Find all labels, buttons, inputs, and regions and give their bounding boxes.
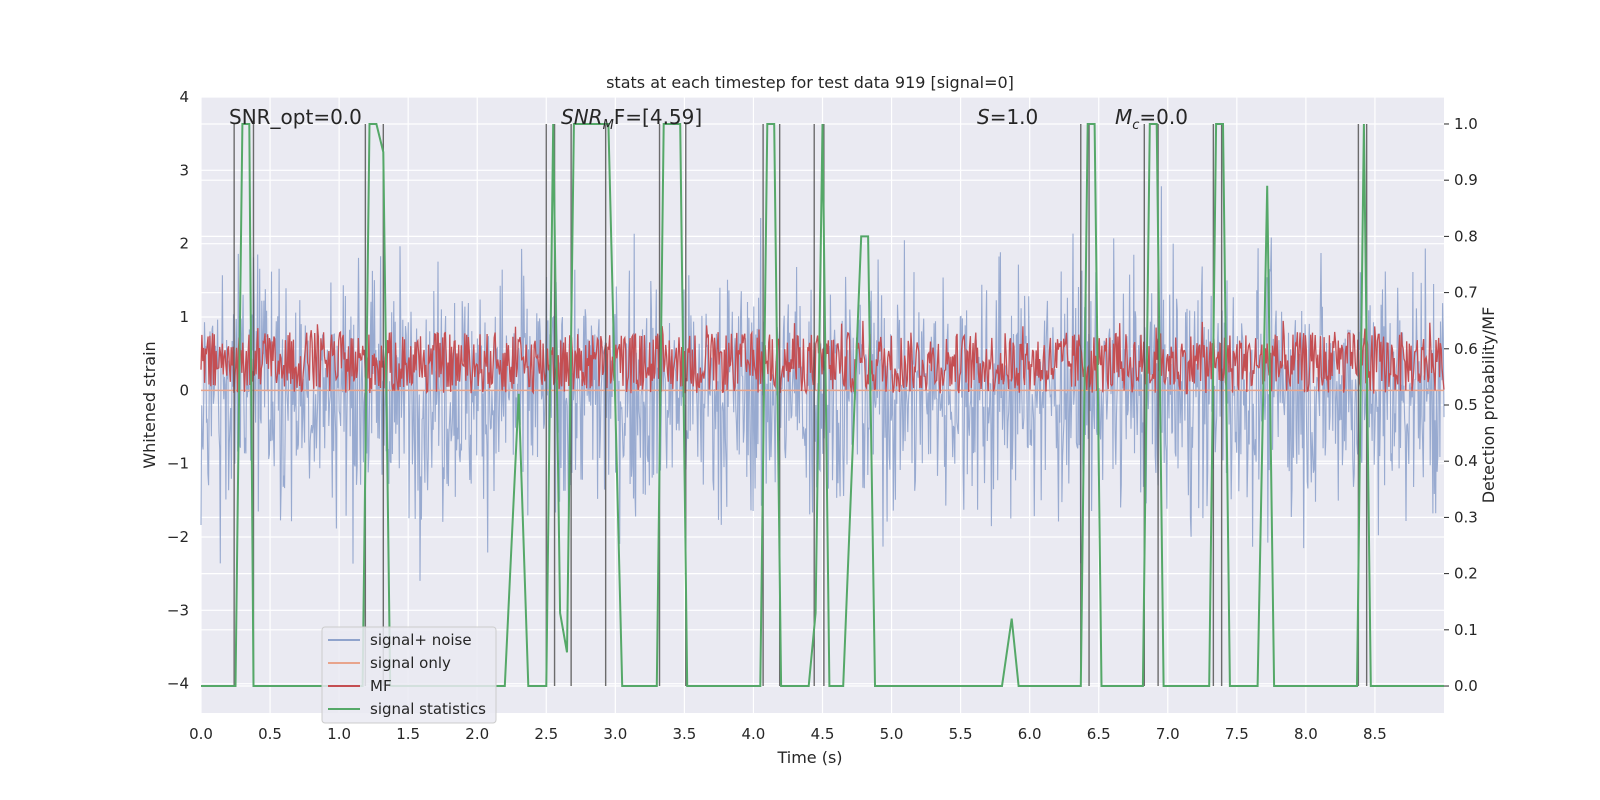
y-right-tick-label: 0.3 — [1454, 508, 1478, 526]
y-right-tick-label: 1.0 — [1454, 115, 1478, 133]
x-tick-label: 8.0 — [1294, 725, 1318, 743]
y-axis-label-left: Whitened strain — [140, 341, 159, 468]
x-tick-label: 6.5 — [1087, 725, 1111, 743]
x-tick-label: 0.5 — [258, 725, 282, 743]
y-left-tick-label: 4 — [179, 88, 189, 106]
x-tick-label: 4.5 — [811, 725, 835, 743]
snr-mf-main: SNR — [561, 105, 603, 129]
y-left-tick-label: 2 — [179, 235, 189, 253]
y-left-tick-label: 3 — [179, 161, 189, 179]
signal-noise-series — [200, 186, 1445, 581]
y-right-tick-label: 0.8 — [1454, 227, 1478, 245]
legend: signal+ noise signal only MF signal stat… — [321, 626, 497, 724]
x-tick-label: 1.5 — [396, 725, 420, 743]
x-tick-label: 5.5 — [949, 725, 973, 743]
y-left-tick-label: 0 — [179, 381, 189, 399]
y-left-tick-label: −1 — [167, 455, 189, 473]
x-tick-label: 2.0 — [465, 725, 489, 743]
y-left-tick-label: −3 — [167, 601, 189, 619]
legend-label-signal-noise: signal+ noise — [370, 631, 472, 649]
y-axis-label-right: Detection probability/MF — [1479, 307, 1498, 504]
x-axis-label: Time (s) — [776, 748, 842, 767]
y-right-tick-label: 0.1 — [1454, 621, 1478, 639]
chart-title: stats at each timestep for test data 919… — [606, 73, 1014, 92]
mc-rest: =0.0 — [1139, 105, 1188, 129]
mf-series — [200, 320, 1445, 395]
x-tick-label: 6.0 — [1018, 725, 1042, 743]
mc-sub: c — [1132, 118, 1139, 133]
y-right-tick-label: 0.5 — [1454, 396, 1478, 414]
s-main: S — [977, 105, 990, 129]
x-tick-label: 8.5 — [1363, 725, 1387, 743]
snr-mf-sub: M — [603, 118, 614, 133]
legend-label-signal-statistics: signal statistics — [370, 700, 486, 718]
legend-label-signal-only: signal only — [370, 654, 451, 672]
x-tick-label: 4.0 — [742, 725, 766, 743]
mc-main: M — [1115, 105, 1132, 129]
snr-mf-rest: F=[4.59] — [614, 105, 702, 129]
x-tick-label: 7.5 — [1225, 725, 1249, 743]
x-tick-label: 3.5 — [672, 725, 696, 743]
tick-labels: 0.0 0.5 1.0 1.5 2.0 2.5 3.0 3.5 4.0 4.5 5.0 5.5 6.0 6… — [167, 88, 1478, 743]
mf-line — [200, 320, 1445, 395]
signal-noise-line — [200, 186, 1445, 581]
y-right-tick-label: 0.4 — [1454, 452, 1478, 470]
y-left-tick-label: 1 — [179, 308, 189, 326]
s-annotation: S=1.0 — [977, 105, 1038, 129]
x-tick-label: 7.0 — [1156, 725, 1180, 743]
mc-annotation: Mc=0.0 — [1115, 105, 1188, 133]
x-tick-label: 2.5 — [534, 725, 558, 743]
y-right-tick-label: 0.7 — [1454, 284, 1478, 302]
y-right-tick-label: 0.9 — [1454, 171, 1478, 189]
x-tick-label: 5.0 — [880, 725, 904, 743]
legend-label-mf: MF — [370, 677, 392, 695]
snr-mf-annotation: SNRMF=[4.59] — [561, 105, 702, 133]
y-left-tick-label: −4 — [167, 675, 189, 693]
y-left-tick-label: −2 — [167, 528, 189, 546]
snr-opt-annotation: SNR_opt=0.0 — [229, 105, 362, 129]
x-tick-label: 3.0 — [603, 725, 627, 743]
y-right-tick-label: 0.0 — [1454, 677, 1478, 695]
legend-box — [321, 626, 497, 724]
x-tick-label: 1.0 — [327, 725, 351, 743]
s-rest: =1.0 — [990, 105, 1039, 129]
x-tick-label: 0.0 — [189, 725, 213, 743]
y-right-tick-label: 0.6 — [1454, 340, 1478, 358]
y-right-tick-label: 0.2 — [1454, 565, 1478, 583]
